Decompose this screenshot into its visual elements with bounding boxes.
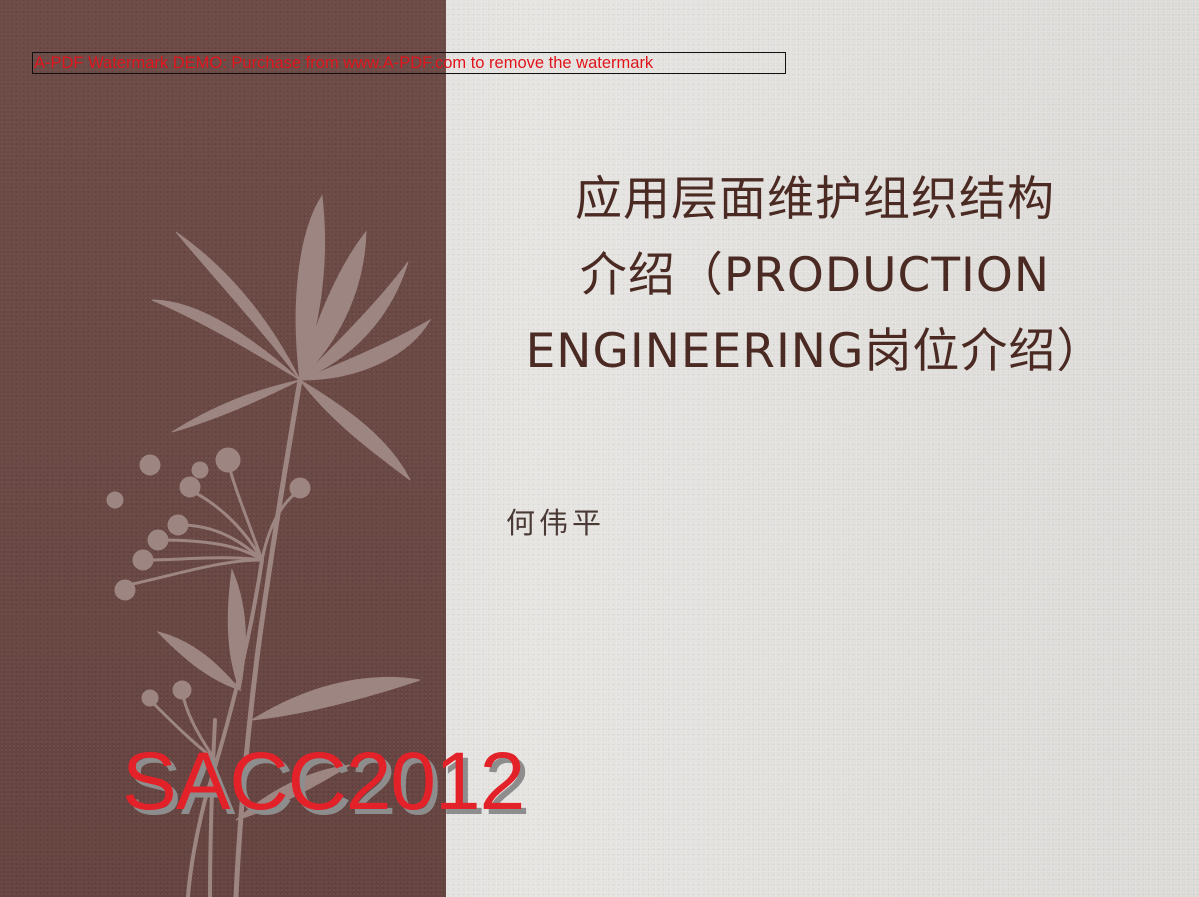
conference-stamp: SACC2012 xyxy=(122,736,525,827)
presenter-name: 何伟平 xyxy=(506,506,606,540)
slide-title-line-1: 应用层面维护组织结构 xyxy=(575,172,1055,227)
watermark-text: A-PDF Watermark DEMO: Purchase from www.… xyxy=(34,53,654,72)
flower-branch-icon xyxy=(106,194,432,897)
watermark-banner[interactable]: A-PDF Watermark DEMO: Purchase from www.… xyxy=(32,52,786,74)
slide-title-line-3: ENGINEERING岗位介绍） xyxy=(525,324,1105,379)
left-decorative-panel xyxy=(0,0,446,897)
slide-title-line-2: 介绍（PRODUCTION xyxy=(579,248,1051,303)
slide-title: 应用层面维护组织结构 介绍（PRODUCTION ENGINEERING岗位介绍… xyxy=(490,162,1140,390)
